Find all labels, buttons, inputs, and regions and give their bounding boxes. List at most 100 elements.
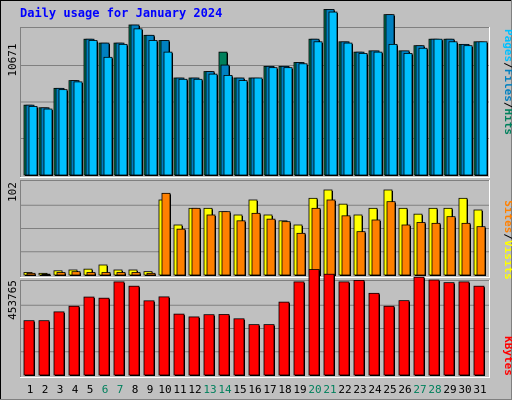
- bar-kbytes-day-24: [368, 292, 380, 376]
- bar-sites-day-26: [401, 224, 411, 276]
- bar-kbytes-day-5: [83, 296, 95, 376]
- xtick-day-2: 2: [42, 383, 49, 396]
- visits-legend: Sites/Visits: [502, 200, 512, 280]
- bar-pages-day-29: [448, 41, 458, 176]
- bar-pages-day-12: [193, 78, 203, 176]
- bar-kbytes-day-12: [188, 316, 200, 376]
- xtick-day-15: 15: [233, 383, 246, 396]
- bar-sites-day-7: [116, 272, 126, 276]
- xtick-day-10: 10: [158, 383, 171, 396]
- bar-pages-day-16: [253, 77, 263, 176]
- bar-kbytes-day-10: [158, 296, 170, 376]
- bar-kbytes-day-29: [443, 282, 455, 376]
- bar-sites-day-25: [386, 201, 396, 276]
- bar-sites-day-23: [356, 231, 366, 276]
- xtick-day-14: 14: [218, 383, 232, 396]
- bar-sites-day-22: [341, 215, 351, 276]
- bar-pages-day-22: [343, 42, 353, 176]
- legend-visits: Visits: [502, 240, 512, 280]
- bar-pages-day-26: [403, 53, 413, 176]
- chart-marks: 1 2 3 4 5 6 7 8 9 10 11 12 13 14 15 16 17 18 19 20 21 22 23 24 2…: [21, 9, 489, 396]
- bar-sites-day-17: [266, 218, 276, 276]
- legend-sites: Sites: [502, 200, 512, 233]
- visits-ymax-label: 102: [6, 182, 19, 202]
- bar-pages-day-5: [88, 40, 98, 176]
- bar-pages-day-14: [223, 75, 233, 176]
- bar-pages-day-30: [463, 45, 473, 176]
- xtick-day-21: 21: [323, 383, 336, 396]
- bar-kbytes-day-31: [473, 285, 485, 376]
- xtick-day-31: 31: [473, 383, 486, 396]
- xtick-day-27: 27: [413, 383, 426, 396]
- bar-sites-day-14: [221, 211, 231, 276]
- bar-kbytes-day-19: [293, 281, 305, 376]
- bar-sites-day-13: [206, 214, 216, 276]
- bar-kbytes-day-20: [308, 269, 320, 376]
- xtick-day-5: 5: [87, 383, 94, 396]
- bar-sites-day-20: [311, 207, 321, 276]
- bar-sites-day-9: [146, 272, 156, 276]
- legend-kbytes: KBytes: [502, 336, 512, 376]
- xtick-day-30: 30: [458, 383, 471, 396]
- xtick-day-23: 23: [353, 383, 366, 396]
- bar-pages-day-21: [328, 11, 338, 176]
- bar-sites-day-5: [86, 272, 96, 276]
- bar-pages-day-24: [373, 51, 383, 176]
- bar-kbytes-day-17: [263, 324, 275, 376]
- bar-kbytes-day-28: [428, 279, 440, 376]
- bar-pages-day-17: [268, 67, 278, 176]
- xtick-day-19: 19: [293, 383, 306, 396]
- bar-pages-day-15: [238, 80, 248, 176]
- xtick-day-26: 26: [398, 383, 411, 396]
- bar-sites-day-2: [41, 273, 51, 276]
- bar-sites-day-8: [131, 272, 141, 276]
- xtick-day-28: 28: [428, 383, 441, 396]
- bar-pages-day-1: [28, 106, 38, 176]
- bar-kbytes-day-25: [383, 305, 395, 376]
- bar-sites-day-1: [26, 272, 36, 276]
- bar-pages-day-6: [103, 56, 113, 176]
- bar-sites-day-15: [236, 220, 246, 276]
- bar-sites-day-3: [56, 272, 66, 276]
- bar-pages-day-7: [118, 43, 128, 176]
- bar-kbytes-day-30: [458, 281, 470, 376]
- bar-pages-day-31: [478, 41, 488, 176]
- bar-pages-day-20: [313, 41, 323, 176]
- bar-sites-day-24: [371, 219, 381, 276]
- xtick-day-6: 6: [102, 383, 109, 396]
- bar-sites-day-28: [431, 222, 441, 276]
- legend-pages: Pages: [502, 29, 512, 62]
- bar-kbytes-day-27: [413, 276, 425, 376]
- bar-pages-day-18: [283, 67, 293, 176]
- bar-sites-day-18: [281, 221, 291, 276]
- bar-kbytes-day-2: [38, 320, 50, 376]
- bar-sites-day-30: [461, 222, 471, 276]
- bar-pages-day-25: [388, 43, 398, 176]
- bar-kbytes-day-13: [203, 314, 215, 376]
- xtick-day-29: 29: [443, 383, 456, 396]
- bar-kbytes-day-1: [23, 320, 35, 376]
- xtick-day-8: 8: [132, 383, 139, 396]
- bar-sites-day-19: [296, 232, 306, 276]
- bar-kbytes-day-14: [218, 314, 230, 376]
- bar-kbytes-day-9: [143, 300, 155, 376]
- bar-pages-day-2: [43, 108, 53, 176]
- xtick-day-24: 24: [368, 383, 382, 396]
- bar-kbytes-day-3: [53, 311, 65, 376]
- bar-sites-day-27: [416, 222, 426, 276]
- bar-sites-day-11: [176, 228, 186, 276]
- hits-legend: Pages/Files/Hits: [502, 29, 512, 135]
- xtick-day-16: 16: [248, 383, 261, 396]
- bar-sites-day-31: [476, 226, 486, 276]
- bar-pages-day-9: [148, 40, 158, 176]
- bar-pages-day-27: [418, 47, 428, 176]
- bar-sites-day-2-shadow: [43, 275, 51, 276]
- chart-title: Daily usage for January 2024: [20, 6, 222, 20]
- bar-sites-day-21: [326, 199, 336, 276]
- xtick-day-18: 18: [278, 383, 291, 396]
- bar-pages-day-4: [73, 81, 83, 176]
- xtick-day-17: 17: [263, 383, 276, 396]
- hits-ymax-label: 10671: [6, 43, 19, 76]
- xtick-day-22: 22: [338, 383, 351, 396]
